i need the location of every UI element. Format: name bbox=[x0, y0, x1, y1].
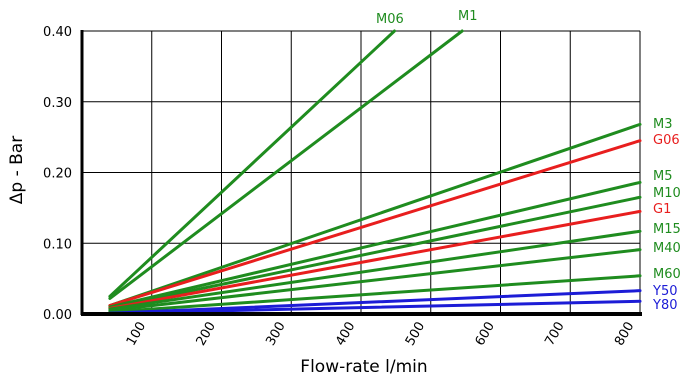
series-line-m40 bbox=[108, 248, 642, 312]
series-line-g06 bbox=[108, 139, 642, 308]
x-axis-title: Flow-rate l/min bbox=[300, 357, 427, 377]
y-tick-label: 0.10 bbox=[43, 237, 72, 252]
series-line-g1 bbox=[108, 209, 642, 310]
x-tick-label: 200 bbox=[194, 320, 219, 349]
tick-labels: 0.00 0.10 0.20 0.30 0.40 100 200 300 400 500 600 70… bbox=[43, 25, 637, 349]
series-label-g06: G06 bbox=[653, 133, 680, 148]
x-tick-label: 700 bbox=[542, 320, 567, 349]
series-label-m3: M3 bbox=[653, 117, 673, 132]
series-lines bbox=[108, 29, 642, 315]
series-label-m40: M40 bbox=[653, 241, 681, 256]
series-line-m1 bbox=[108, 29, 464, 300]
series-label-m5: M5 bbox=[653, 169, 673, 184]
series-label-m60: M60 bbox=[653, 267, 681, 282]
x-tick-label: 400 bbox=[333, 320, 358, 349]
x-tick-label: 100 bbox=[124, 320, 149, 349]
series-label-m15: M15 bbox=[653, 222, 681, 237]
series-label-y80: Y80 bbox=[652, 298, 677, 313]
series-label-m06: M06 bbox=[376, 12, 404, 27]
series-label-g1: G1 bbox=[653, 202, 671, 217]
x-tick-label: 800 bbox=[612, 320, 637, 349]
series-line-y50 bbox=[108, 289, 642, 315]
series-line-m60 bbox=[108, 274, 642, 314]
series-line-m5 bbox=[108, 180, 642, 309]
y-tick-label: 0.20 bbox=[43, 167, 72, 182]
y-tick-label: 0.00 bbox=[43, 308, 72, 323]
series-label-y50: Y50 bbox=[652, 284, 677, 299]
series-label-m1: M1 bbox=[458, 9, 478, 24]
series-line-m15 bbox=[108, 229, 642, 311]
series-line-m3 bbox=[108, 122, 642, 308]
series-label-m10: M10 bbox=[653, 186, 681, 201]
axes bbox=[80, 30, 642, 316]
series-line-y80 bbox=[108, 299, 642, 315]
series-line-m10 bbox=[108, 195, 642, 310]
x-tick-label: 500 bbox=[403, 320, 428, 349]
y-tick-label: 0.40 bbox=[43, 25, 72, 40]
y-tick-label: 0.30 bbox=[43, 96, 72, 111]
x-tick-label: 600 bbox=[473, 320, 498, 349]
x-tick-label: 300 bbox=[263, 320, 288, 349]
series-line-m06 bbox=[108, 29, 396, 298]
y-axis-title: Δp - Bar bbox=[7, 136, 27, 204]
